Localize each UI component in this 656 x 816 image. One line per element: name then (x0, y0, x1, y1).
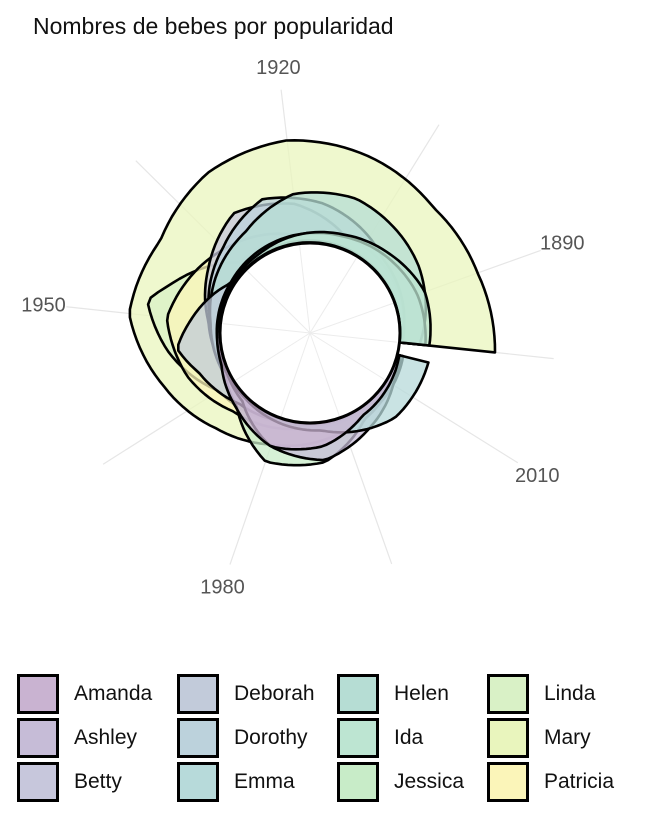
grid-spoke-inner (247, 270, 311, 334)
legend-label: Amanda (74, 682, 153, 705)
legend-item-patricia: Patricia (484, 760, 644, 804)
legend-label: Patricia (544, 770, 615, 793)
legend-column: Amanda Ashley Betty (14, 672, 174, 804)
grid-spoke-inner (309, 332, 398, 343)
grid-spoke-inner (235, 332, 311, 381)
chart-title: Nombres de bebes por popularidad (33, 13, 394, 39)
legend-item-dorothy: Dorothy (174, 716, 334, 760)
legend-item-linda: Linda (484, 672, 644, 716)
legend-swatch (487, 674, 529, 714)
legend-swatch (177, 718, 219, 758)
grid-spoke-inner (299, 245, 311, 334)
grid-spoke-inner (309, 257, 357, 334)
legend-item-jessica: Jessica (334, 760, 494, 804)
legend-column: Linda Mary Patricia (484, 672, 644, 804)
legend-column: Deborah Dorothy Emma (174, 672, 334, 804)
legend-swatch (487, 718, 529, 758)
polar-area-chart: 1890 1920 1950 1980 2010 (21, 57, 584, 598)
grid-spoke-inner (309, 332, 385, 381)
grid-spoke-inner (280, 332, 311, 417)
tick-label-1920: 1920 (256, 57, 301, 79)
legend-swatch (337, 718, 379, 758)
legend-label: Helen (394, 682, 449, 705)
legend-swatch (337, 674, 379, 714)
legend-label: Dorothy (234, 726, 308, 749)
legend-item-amanda: Amanda (14, 672, 174, 716)
legend-label: Ida (394, 726, 424, 749)
legend-swatch (337, 762, 379, 802)
legend-item-emma: Emma (174, 760, 334, 804)
tick-label-1980: 1980 (200, 576, 245, 598)
legend-label: Jessica (394, 770, 465, 793)
tick-label-2010: 2010 (515, 465, 560, 487)
legend-swatch (17, 718, 59, 758)
legend-swatch (17, 762, 59, 802)
legend-label: Emma (234, 770, 295, 793)
angular-tick-labels: 1890 1920 1950 1980 2010 (21, 57, 584, 598)
legend-swatch (17, 674, 59, 714)
tick-label-1950: 1950 (21, 294, 66, 316)
legend-label: Betty (74, 770, 122, 793)
grid-spoke-inner (222, 323, 311, 334)
legend-label: Linda (544, 682, 596, 705)
legend-item-ida: Ida (334, 716, 494, 760)
grid-spoke-inner (309, 302, 394, 334)
legend-label: Ashley (74, 726, 138, 749)
series-areas (128, 139, 497, 467)
tick-label-1890: 1890 (540, 233, 585, 255)
legend-swatch (487, 762, 529, 802)
legend-swatch (177, 762, 219, 802)
legend: Amanda Ashley Betty Deborah Dorothy Emma Helen… (14, 672, 644, 812)
legend-column: Helen Ida Jessica (334, 672, 494, 804)
legend-label: Deborah (234, 682, 315, 705)
legend-item-mary: Mary (484, 716, 644, 760)
legend-item-helen: Helen (334, 672, 494, 716)
grid-spoke-inner (309, 332, 340, 417)
legend-item-ashley: Ashley (14, 716, 174, 760)
legend-item-deborah: Deborah (174, 672, 334, 716)
legend-swatch (177, 674, 219, 714)
legend-label: Mary (544, 726, 591, 749)
legend-item-betty: Betty (14, 760, 174, 804)
